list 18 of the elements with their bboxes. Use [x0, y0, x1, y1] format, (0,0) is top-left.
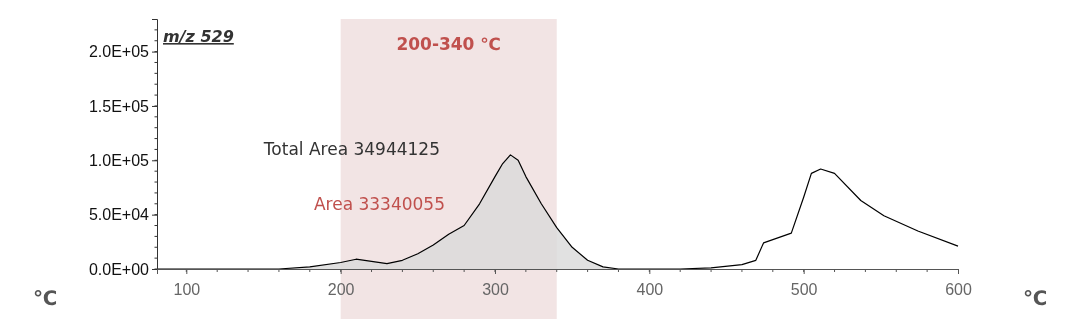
annotation: Total Area 34944125 — [262, 139, 440, 159]
x-tick-label: 400 — [636, 281, 664, 299]
y-tick-label: 2.0E+05 — [88, 43, 150, 61]
y-tick-label: 0.0E+00 — [88, 260, 150, 278]
x-axis-title: ℃ — [1022, 286, 1048, 310]
text: m/z 529 — [163, 27, 234, 46]
x-tick-label: 300 — [482, 281, 509, 299]
x-tick-label: 600 — [945, 281, 972, 299]
y-tick-label: 5.0E+04 — [88, 206, 150, 224]
y-tick-label: 1.0E+05 — [88, 151, 150, 169]
text: ℃ — [32, 286, 58, 310]
x-tick-label: 200 — [327, 281, 355, 299]
x-tick-label: 500 — [790, 281, 818, 299]
line-series — [156, 154, 959, 270]
band-label: 200-340 ℃ — [396, 34, 501, 54]
x-tick-label: 100 — [173, 281, 201, 299]
annotation: Area 33340055 — [313, 194, 445, 214]
y-tick-label: 1.5E+05 — [88, 97, 150, 115]
